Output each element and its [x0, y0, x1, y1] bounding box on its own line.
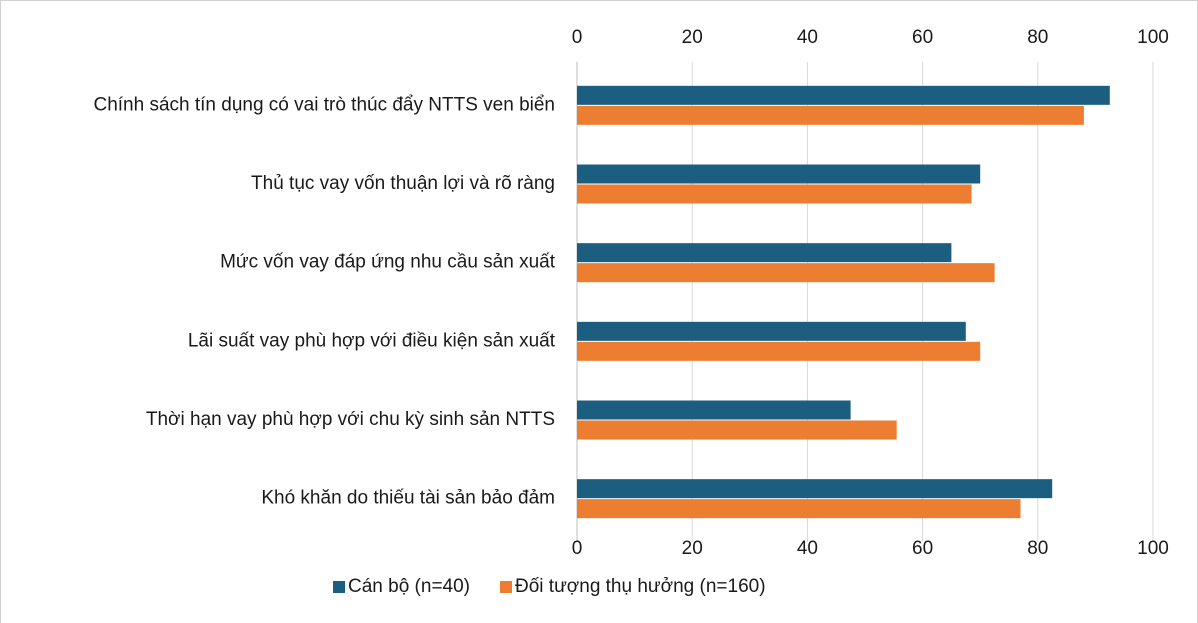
legend-label: Đối tượng thụ hưởng (n=160): [515, 576, 766, 597]
category-label: Chính sách tín dụng có vai trò thúc đẩy …: [93, 94, 555, 115]
bar: [577, 105, 1084, 125]
legend-label: Cán bộ (n=40): [348, 576, 470, 597]
category-label: Khó khăn do thiếu tài sản bảo đảm: [261, 488, 555, 509]
bar: [577, 499, 1021, 519]
category-label: Thời hạn vay phù hợp với chu kỳ sinh sản…: [146, 409, 555, 430]
x-tick-label: 20: [682, 538, 703, 559]
x-tick-label: 0: [572, 538, 583, 559]
category-label: Lãi suất vay phù hợp với điều kiện sản x…: [188, 330, 556, 351]
x-tick-label: 40: [797, 538, 818, 559]
bar: [577, 420, 897, 440]
bar: [577, 321, 966, 341]
bar: [577, 85, 1110, 105]
x-tick-label: 20: [682, 27, 703, 48]
bar: [577, 341, 981, 361]
x-tick-label: 100: [1137, 538, 1169, 559]
x-tick-label: 80: [1027, 27, 1048, 48]
bar: [577, 164, 981, 184]
legend-swatch: [500, 581, 512, 593]
bar: [577, 263, 995, 283]
x-tick-label: 0: [572, 27, 583, 48]
x-tick-label: 40: [797, 27, 818, 48]
category-label: Mức vốn vay đáp ứng nhu cầu sản xuất: [220, 252, 556, 273]
x-tick-label: 60: [912, 538, 933, 559]
x-tick-label: 80: [1027, 538, 1048, 559]
bar: [577, 243, 952, 263]
x-tick-label: 100: [1137, 27, 1169, 48]
bar: [577, 184, 972, 204]
legend-swatch: [333, 581, 345, 593]
bar: [577, 400, 851, 420]
bar: [577, 479, 1053, 499]
category-label: Thủ tục vay vốn thuận lợi và rõ ràng: [251, 173, 555, 194]
x-tick-label: 60: [912, 27, 933, 48]
